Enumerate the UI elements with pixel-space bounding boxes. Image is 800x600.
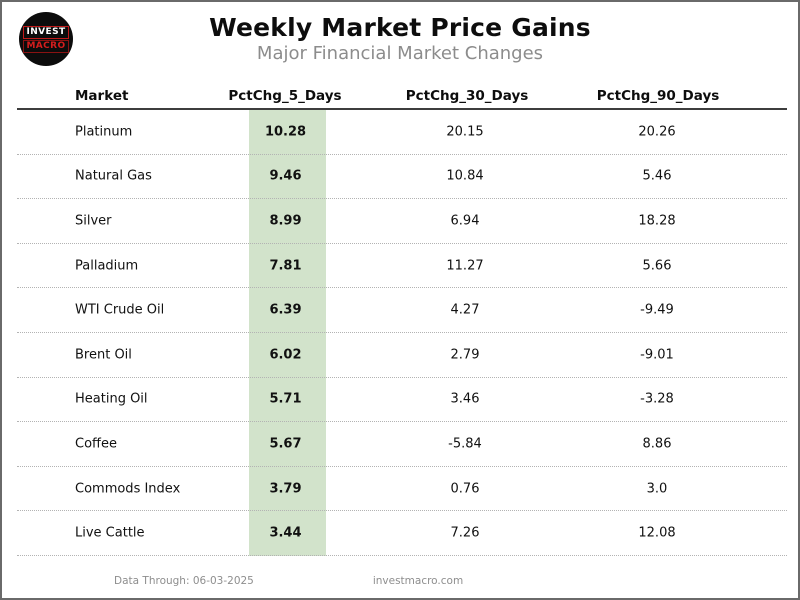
market-cell: Coffee (75, 436, 117, 452)
table-row: Brent Oil 6.02 2.79 -9.01 (17, 333, 787, 378)
table-row: Silver 8.99 6.94 18.28 (17, 199, 787, 244)
table-row: Commods Index 3.79 0.76 3.0 (17, 467, 787, 512)
market-table: Platinum 10.28 20.15 20.26 Natural Gas 9… (17, 110, 787, 556)
table-row: Coffee 5.67 -5.84 8.86 (17, 422, 787, 467)
investmacro-logo: INVEST MACRO (19, 12, 73, 66)
table-row: Live Cattle 3.44 7.26 12.08 (17, 511, 787, 556)
pctchg-90-cell: 8.86 (642, 436, 672, 452)
pctchg-30-cell: 11.27 (446, 258, 484, 274)
table-row: Platinum 10.28 20.15 20.26 (17, 110, 787, 155)
pctchg-5-cell: 5.67 (269, 436, 302, 452)
table-row: WTI Crude Oil 6.39 4.27 -9.49 (17, 288, 787, 333)
pctchg-5-days-highlight-band (249, 110, 326, 556)
column-header-market: Market (75, 88, 129, 104)
pctchg-90-cell: 3.0 (646, 481, 668, 497)
pctchg-30-cell: 0.76 (450, 481, 480, 497)
pctchg-5-cell: 9.46 (269, 168, 302, 184)
page-subtitle: Major Financial Market Changes (256, 43, 544, 64)
logo-text-macro: MACRO (23, 39, 69, 53)
market-cell: Live Cattle (75, 525, 145, 541)
pctchg-30-cell: 10.84 (446, 168, 484, 184)
market-cell: Heating Oil (75, 391, 148, 407)
pctchg-30-cell: 20.15 (446, 124, 484, 140)
column-header-pctchg-5-days: PctChg_5_Days (228, 88, 342, 104)
pctchg-30-cell: 6.94 (450, 213, 480, 229)
pctchg-5-cell: 3.79 (269, 481, 302, 497)
market-cell: Silver (75, 213, 112, 229)
market-cell: Commods Index (75, 481, 181, 497)
market-cell: Platinum (75, 124, 133, 140)
pctchg-30-cell: 7.26 (450, 525, 480, 541)
pctchg-5-cell: 5.71 (269, 391, 302, 407)
pctchg-5-cell: 7.81 (269, 258, 302, 274)
pctchg-30-cell: 2.79 (450, 347, 480, 363)
pctchg-90-cell: 12.08 (638, 525, 676, 541)
pctchg-90-cell: 5.46 (642, 168, 672, 184)
page-title: Weekly Market Price Gains (209, 13, 591, 42)
pctchg-30-cell: 3.46 (450, 391, 480, 407)
pctchg-5-cell: 10.28 (264, 124, 307, 140)
pctchg-30-cell: -5.84 (448, 436, 482, 452)
table-row: Palladium 7.81 11.27 5.66 (17, 244, 787, 289)
website-label: investmacro.com (372, 575, 464, 587)
pctchg-5-cell: 6.02 (269, 347, 302, 363)
pctchg-90-cell: -9.49 (640, 302, 674, 318)
table-row: Heating Oil 5.71 3.46 -3.28 (17, 378, 787, 423)
pctchg-30-cell: 4.27 (450, 302, 480, 318)
pctchg-90-cell: 5.66 (642, 258, 672, 274)
market-cell: Brent Oil (75, 347, 132, 363)
market-cell: Natural Gas (75, 168, 152, 184)
pctchg-90-cell: 18.28 (638, 213, 676, 229)
pctchg-90-cell: -9.01 (640, 347, 674, 363)
pctchg-5-cell: 3.44 (269, 525, 302, 541)
pctchg-5-cell: 8.99 (269, 213, 302, 229)
header-rule (17, 108, 787, 110)
table-row: Natural Gas 9.46 10.84 5.46 (17, 155, 787, 200)
market-cell: Palladium (75, 258, 139, 274)
pctchg-90-cell: -3.28 (640, 391, 674, 407)
pctchg-5-cell: 6.39 (269, 302, 302, 318)
column-header-pctchg-30-days: PctChg_30_Days (405, 88, 529, 104)
market-cell: WTI Crude Oil (75, 302, 165, 318)
data-through-label: Data Through: 06-03-2025 (114, 575, 254, 587)
pctchg-90-cell: 20.26 (638, 124, 676, 140)
logo-text-invest: INVEST (23, 25, 69, 39)
column-header-pctchg-90-days: PctChg_90_Days (596, 88, 720, 104)
